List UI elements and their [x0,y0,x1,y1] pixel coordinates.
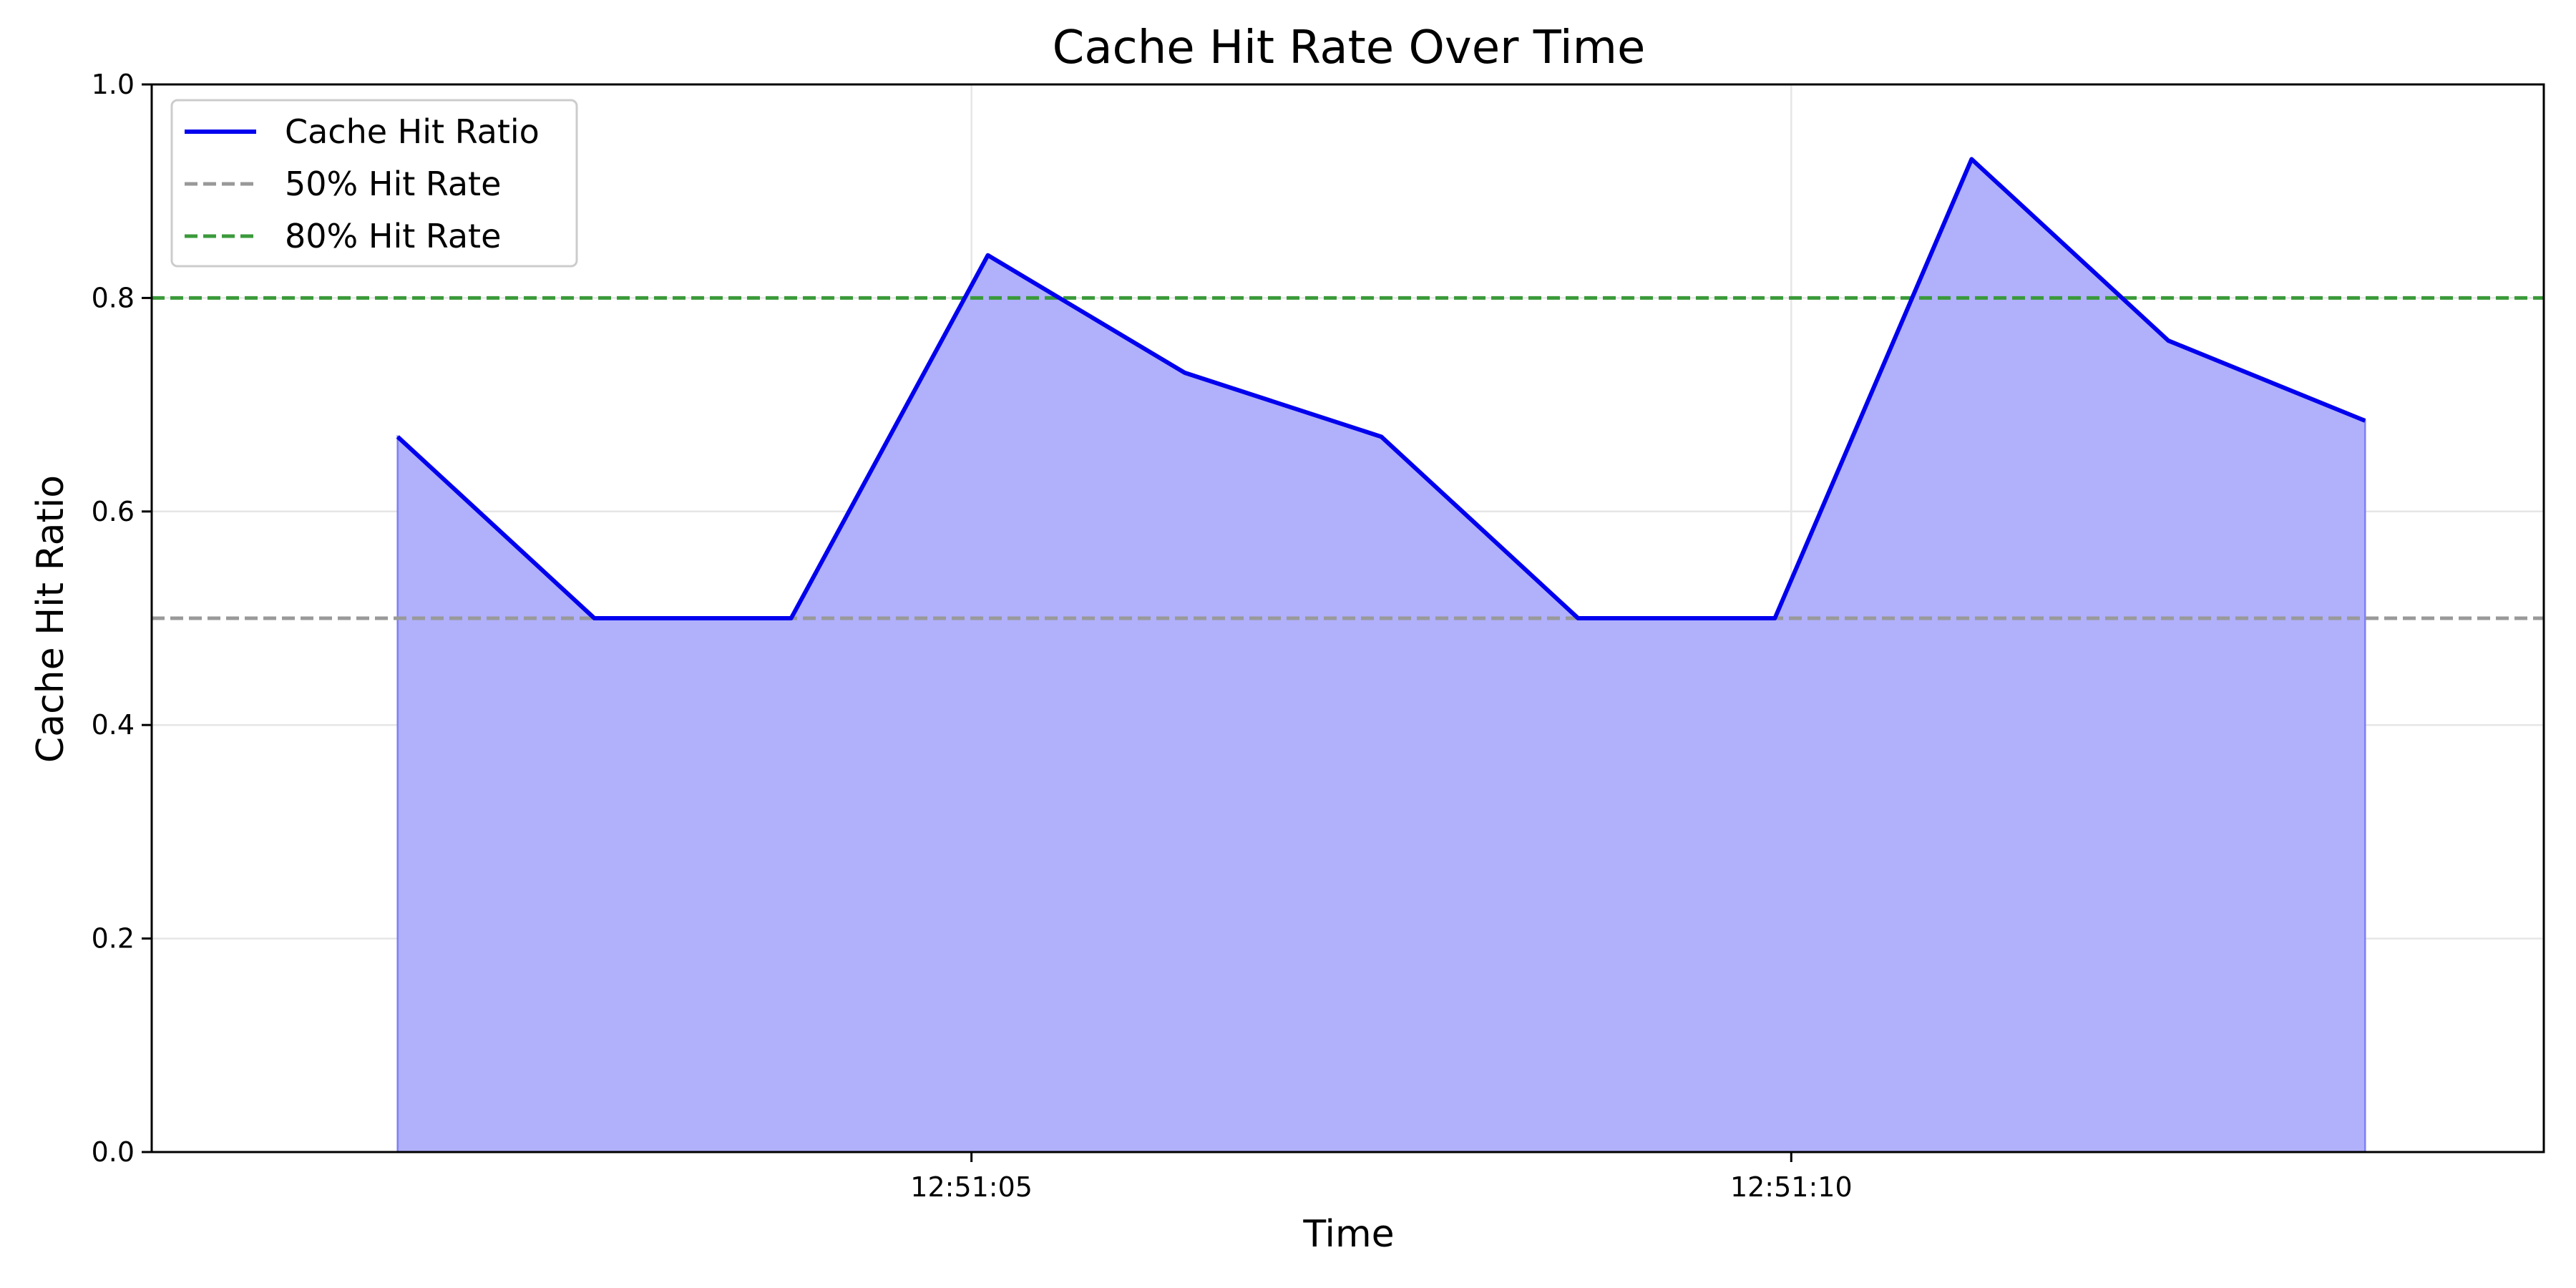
area-fill-layer [396,157,2366,1153]
x-tick-label: 12:51:10 [1730,1171,1853,1203]
y-tick-label: 0.6 [92,496,135,527]
legend-label: 80% Hit Rate [285,217,501,255]
reference-lines [152,296,2544,620]
plot-frame [150,83,2545,1153]
series-area [396,157,2366,1153]
legend: Cache Hit Ratio 50% Hit Rate 80% Hit Rate [170,99,578,268]
y-axis-label: Cache Hit Ratio [29,475,72,763]
x-tick-label: 12:51:05 [910,1171,1033,1203]
x-axis-label: Time [1302,1213,1394,1256]
y-tick-label: 1.0 [92,69,135,100]
series-lines [396,157,2366,620]
legend-label: Cache Hit Ratio [285,112,540,151]
y-tick-label: 0.0 [92,1136,135,1168]
y-tick-label: 0.2 [92,923,135,955]
legend-label: 50% Hit Rate [285,165,501,203]
y-tick-label: 0.8 [92,282,135,313]
legend-box [170,99,578,268]
chart-title: Cache Hit Rate Over Time [1053,21,1646,74]
axes: 0.0 0.2 0.4 0.6 0.8 1.0 12:51:05 12:51:10 [92,69,2545,1203]
y-tick-label: 0.4 [92,709,135,741]
